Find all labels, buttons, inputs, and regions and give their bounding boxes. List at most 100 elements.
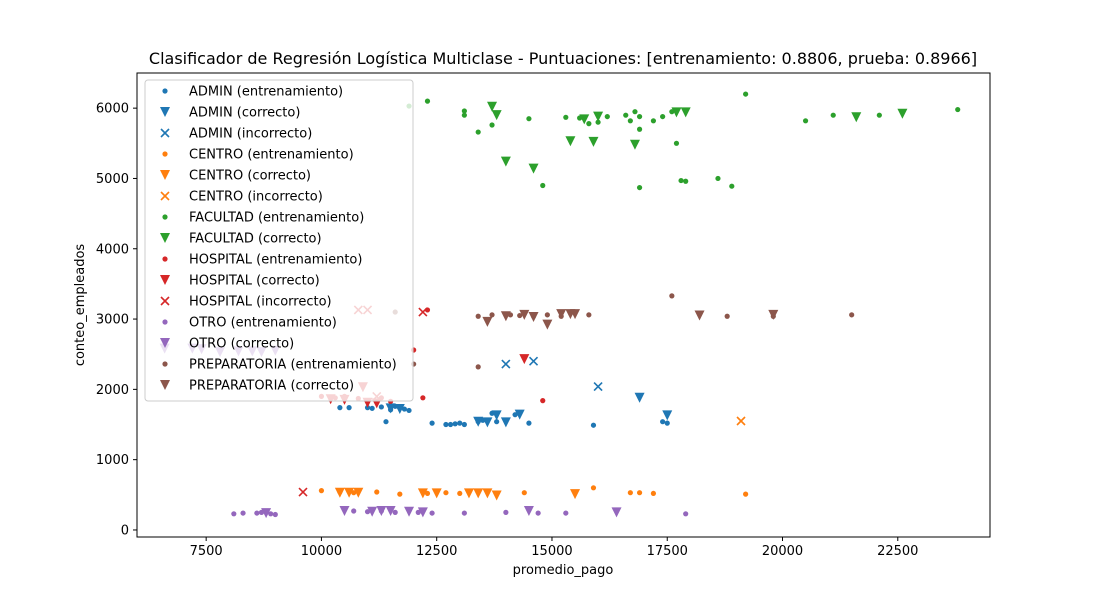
legend-label: CENTRO (entrenamiento): [189, 148, 354, 163]
series-admin-correcto: [385, 392, 673, 428]
legend-marker-hospital-entrenamiento-0: [162, 256, 168, 262]
point-preparatoria-entrenamiento-0: [475, 364, 481, 370]
point-admin-correcto-7: [634, 392, 645, 403]
legend-entry-admin-correcto: ADMIN (correcto): [160, 106, 300, 121]
y-tick-label: 3000: [96, 313, 129, 328]
legend-entry-centro-entrenamiento: CENTRO (entrenamiento): [162, 148, 354, 163]
point-otro-entrenamiento-11: [429, 510, 435, 516]
legend-entry-preparatoria-entrenamiento: PREPARATORIA (entrenamiento): [162, 358, 397, 373]
axes-frame: [136, 72, 991, 538]
point-preparatoria-entrenamiento-8: [586, 312, 592, 318]
point-admin-entrenamiento-0: [337, 405, 343, 411]
point-facultad-entrenamiento-25: [729, 183, 735, 189]
point-otro-entrenamiento-16: [683, 511, 689, 517]
point-admin-entrenamiento-9: [429, 420, 435, 426]
legend-label: ADMIN (entrenamiento): [189, 85, 343, 100]
y-tick-label: 2000: [96, 383, 129, 398]
point-admin-correcto-3: [482, 417, 493, 428]
point-otro-entrenamiento-15: [563, 510, 569, 516]
point-centro-entrenamiento-6: [397, 491, 403, 497]
point-otro-entrenamiento-4: [268, 511, 274, 517]
legend-entry-otro-entrenamiento: OTRO (entrenamiento): [162, 316, 337, 331]
point-facultad-correcto-12: [897, 108, 908, 119]
point-otro-entrenamiento-2: [254, 510, 260, 516]
point-otro-correcto-12: [404, 506, 415, 517]
point-centro-entrenamiento-14: [636, 490, 643, 496]
legend-entry-facultad-correcto: FACULTAD (correcto): [160, 232, 322, 247]
point-hospital-correcto-5: [519, 354, 530, 365]
point-facultad-correcto-5: [579, 114, 590, 125]
point-facultad-entrenamiento-29: [876, 112, 882, 118]
point-admin-entrenamiento-22: [590, 422, 597, 428]
point-centro-entrenamiento-7: [424, 490, 431, 497]
point-preparatoria-correcto-9: [768, 309, 779, 320]
legend-entry-preparatoria-correcto: PREPARATORIA (correcto): [160, 379, 354, 394]
point-facultad-entrenamiento-22: [678, 177, 684, 184]
point-preparatoria-entrenamiento-6: [544, 312, 550, 318]
point-preparatoria-correcto-7: [570, 309, 581, 320]
x-axis-label: promedio_pago: [513, 563, 614, 578]
point-admin-entrenamiento-10: [443, 421, 449, 428]
point-facultad-correcto-0: [487, 101, 498, 112]
point-facultad-correcto-9: [671, 107, 682, 118]
legend-entry-centro-incorrecto: CENTRO (incorrecto): [160, 190, 323, 205]
point-facultad-entrenamiento-17: [636, 113, 643, 120]
legend-label: HOSPITAL (correcto): [189, 274, 320, 289]
point-centro-correcto-9: [570, 489, 581, 500]
point-otro-correcto-10: [376, 505, 387, 516]
point-preparatoria-correcto-8: [694, 310, 705, 321]
point-facultad-entrenamiento-1: [424, 98, 431, 104]
point-admin-entrenamiento-2: [369, 405, 375, 411]
point-centro-entrenamiento-15: [650, 490, 657, 497]
point-facultad-correcto-6: [588, 136, 599, 147]
legend-label: CENTRO (correcto): [189, 169, 311, 184]
point-otro-correcto-11: [385, 505, 396, 516]
point-centro-correcto-3: [417, 488, 428, 499]
point-facultad-entrenamiento-7: [540, 182, 546, 189]
legend-entry-admin-entrenamiento: ADMIN (entrenamiento): [162, 85, 343, 100]
point-admin-correcto-8: [662, 410, 673, 421]
legend-marker-admin-incorrecto-0: [160, 128, 170, 138]
point-centro-correcto-1: [344, 487, 355, 498]
point-centro-correcto-8: [491, 490, 502, 501]
point-facultad-entrenamiento-18: [650, 118, 657, 124]
point-centro-entrenamiento-13: [627, 490, 633, 496]
point-admin-entrenamiento-3: [383, 419, 389, 425]
point-facultad-correcto-10: [680, 107, 691, 118]
point-otro-entrenamiento-9: [392, 509, 398, 515]
point-centro-correcto-7: [482, 488, 493, 499]
legend-marker-hospital-incorrecto-0: [160, 296, 170, 306]
point-facultad-entrenamiento-13: [623, 112, 629, 118]
point-admin-incorrecto-0: [501, 359, 511, 369]
point-facultad-entrenamiento-24: [715, 175, 721, 182]
legend-entry-facultad-entrenamiento: FACULTAD (entrenamiento): [162, 211, 364, 226]
legend-marker-facultad-correcto-0: [160, 233, 170, 243]
point-preparatoria-entrenamiento-12: [849, 312, 855, 318]
point-admin-entrenamiento-23: [660, 419, 666, 425]
point-otro-correcto-14: [523, 505, 534, 516]
legend-label: PREPARATORIA (entrenamiento): [189, 358, 397, 373]
point-otro-entrenamiento-5: [272, 511, 278, 518]
point-otro-entrenamiento-1: [240, 510, 246, 516]
legend-marker-hospital-correcto-0: [160, 275, 170, 285]
x-tick-label: 10000: [301, 544, 342, 559]
point-facultad-entrenamiento-21: [673, 140, 680, 146]
point-otro-correcto-15: [611, 507, 622, 518]
point-preparatoria-correcto-1: [500, 311, 511, 322]
point-preparatoria-entrenamiento-4: [517, 312, 523, 319]
point-facultad-entrenamiento-16: [636, 126, 643, 132]
point-facultad-correcto-4: [565, 136, 576, 147]
point-admin-entrenamiento-20: [512, 412, 518, 418]
point-hospital-incorrecto-3: [418, 307, 428, 317]
point-admin-correcto-2: [473, 416, 484, 427]
legend-marker-centro-incorrecto-0: [160, 191, 170, 201]
y-tick-label: 4000: [96, 242, 129, 257]
legend-label: HOSPITAL (incorrecto): [189, 295, 332, 310]
legend-label: ADMIN (correcto): [189, 106, 300, 121]
y-tick-label: 6000: [96, 102, 129, 117]
point-admin-entrenamiento-1: [346, 405, 352, 411]
legend-label: OTRO (entrenamiento): [189, 316, 337, 331]
point-preparatoria-entrenamiento-10: [724, 313, 730, 319]
legend-entry-hospital-entrenamiento: HOSPITAL (entrenamiento): [162, 253, 362, 268]
